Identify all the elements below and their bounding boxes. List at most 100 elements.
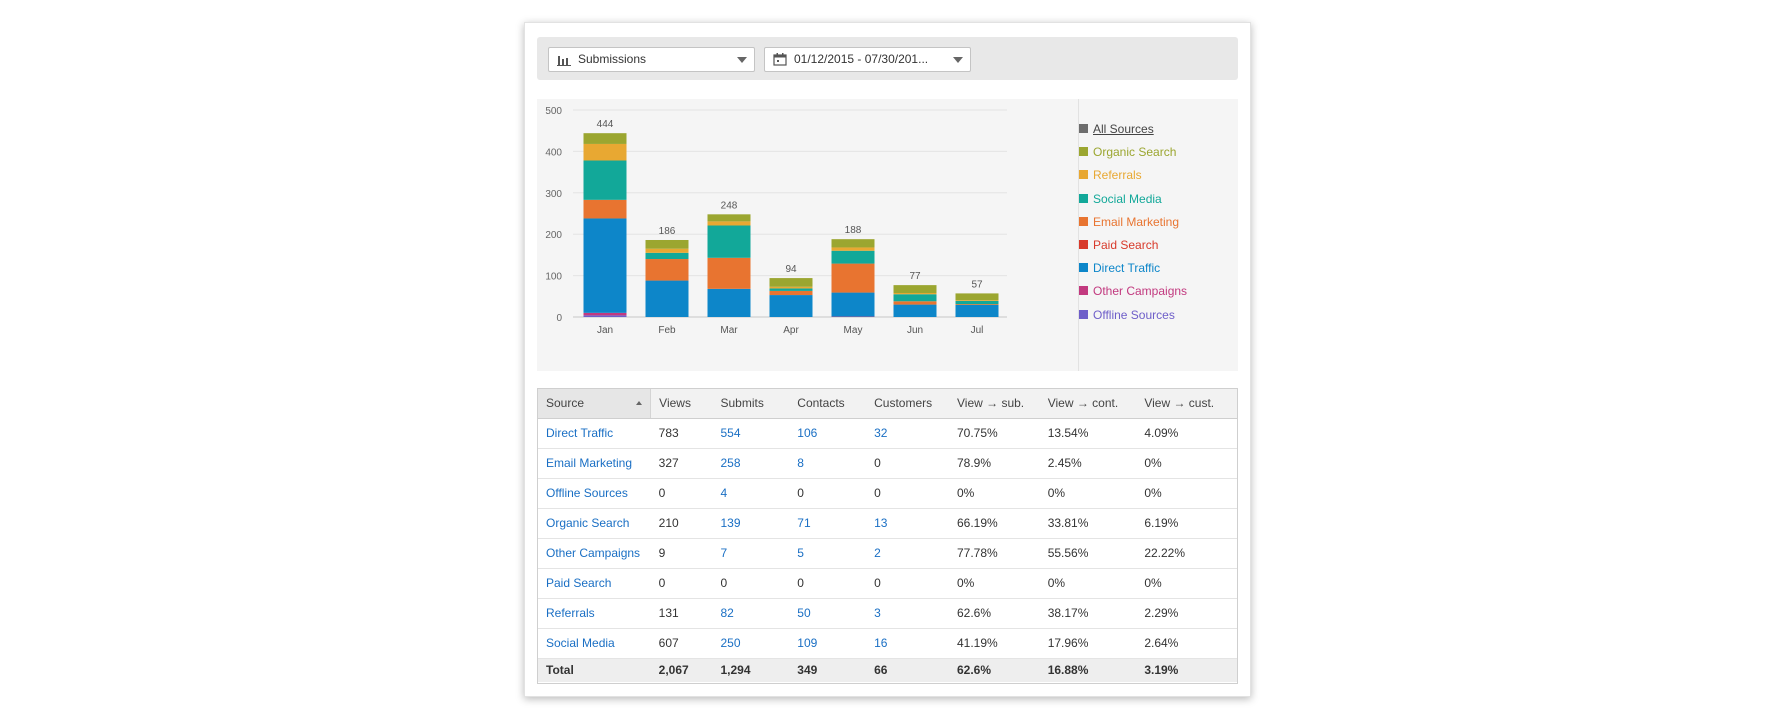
bar-segment[interactable] (955, 304, 999, 317)
bar-segment[interactable] (583, 143, 627, 161)
column-header[interactable]: View → cont. (1039, 389, 1137, 419)
bar-segment[interactable] (955, 300, 999, 301)
total-cell: 1,294 (712, 658, 790, 682)
metric-dropdown[interactable]: Submissions (548, 47, 755, 72)
bar-segment[interactable] (955, 300, 999, 305)
table-total-row: Total 2,067 1,294 349 66 62.6% 16.88% 3.19% (538, 658, 1237, 682)
table-cell[interactable]: 8 (789, 448, 867, 479)
bar-segment[interactable] (707, 225, 751, 258)
bar-segment[interactable] (645, 239, 689, 249)
table-cell[interactable]: 139 (712, 508, 790, 539)
table-cell[interactable]: 2 (866, 538, 949, 569)
bar-segment[interactable] (583, 312, 627, 316)
legend-label: Direct Traffic (1093, 261, 1161, 276)
bar-segment[interactable] (645, 252, 689, 260)
table-cell[interactable]: 106 (789, 418, 867, 449)
bar-segment[interactable] (831, 239, 875, 248)
bar-segment[interactable] (583, 315, 627, 317)
bar-segment[interactable] (769, 295, 813, 317)
table-cell[interactable]: 7 (712, 538, 790, 569)
table-row: Email Marketing 327 258 8 0 78.9% 2.45% 0% (538, 448, 1237, 479)
x-tick-label: Jun (907, 325, 923, 336)
bar-segment[interactable] (955, 304, 999, 305)
table-cell[interactable]: 258 (712, 448, 790, 479)
source-link[interactable]: Other Campaigns (538, 538, 651, 569)
column-header[interactable]: View → sub. (949, 389, 1040, 419)
total-cell: 16.88% (1039, 658, 1137, 682)
bar-segment[interactable] (583, 199, 627, 219)
bar-segment[interactable] (645, 259, 689, 281)
bar-segment[interactable] (893, 294, 937, 302)
bar-segment[interactable] (707, 288, 751, 317)
source-link[interactable]: Paid Search (538, 568, 651, 599)
bar-segment[interactable] (707, 214, 751, 222)
bar-segment[interactable] (769, 290, 813, 296)
legend-item[interactable]: Social Media (1079, 192, 1238, 215)
bar-segment[interactable] (893, 304, 937, 317)
table-cell[interactable]: 82 (712, 598, 790, 629)
bar-segment[interactable] (893, 292, 937, 295)
bar-segment[interactable] (769, 278, 813, 287)
table-cell[interactable]: 4 (712, 478, 790, 509)
source-link[interactable]: Referrals (538, 598, 651, 629)
column-header[interactable]: Contacts (789, 389, 867, 419)
stacked-bar-chart: 0 100 200 300 400 500 444 Jan 186 Feb 248 Mar 94 Apr 1… (545, 106, 1007, 336)
bar-segment[interactable] (583, 133, 627, 144)
y-tick-label: 200 (545, 230, 562, 241)
bar-segment[interactable] (707, 221, 751, 226)
bar-segment[interactable] (707, 257, 751, 289)
legend-item[interactable]: Organic Search (1079, 145, 1238, 168)
legend-item[interactable]: Direct Traffic (1079, 261, 1238, 284)
table-cell: 0% (1136, 448, 1237, 479)
legend-swatch (1079, 216, 1088, 226)
legend-item[interactable]: Paid Search (1079, 238, 1238, 261)
legend-item[interactable]: Email Marketing (1079, 215, 1238, 238)
legend-item[interactable]: Other Campaigns (1079, 284, 1238, 307)
bar-segment[interactable] (769, 288, 813, 291)
legend-swatch (1079, 239, 1088, 249)
legend-item[interactable]: Offline Sources (1079, 308, 1238, 331)
source-link[interactable]: Social Media (538, 628, 651, 659)
date-range-dropdown[interactable]: 01/12/2015 - 07/30/201... (764, 47, 971, 72)
table-cell: 0% (1039, 568, 1137, 599)
column-header[interactable]: Views (650, 389, 713, 419)
table-cell: 0 (866, 448, 949, 479)
bar-segment[interactable] (583, 160, 627, 200)
legend-item[interactable]: Referrals (1079, 168, 1238, 191)
table-cell[interactable]: 32 (866, 418, 949, 449)
source-link[interactable]: Organic Search (538, 508, 651, 539)
table-cell[interactable]: 250 (712, 628, 790, 659)
table-cell[interactable]: 3 (866, 598, 949, 629)
column-header[interactable]: Source (538, 389, 652, 419)
bar-segment[interactable] (831, 263, 875, 293)
column-header[interactable]: Submits (712, 389, 790, 419)
source-link[interactable]: Email Marketing (538, 448, 651, 479)
date-range-label: 01/12/2015 - 07/30/201... (794, 52, 929, 66)
bar-segment[interactable] (769, 286, 813, 289)
table-cell[interactable]: 16 (866, 628, 949, 659)
table-cell[interactable]: 71 (789, 508, 867, 539)
bar-segment[interactable] (831, 250, 875, 264)
table-row: Referrals 131 82 50 3 62.6% 38.17% 2.29% (538, 598, 1237, 629)
table-cell[interactable]: 109 (789, 628, 867, 659)
source-link[interactable]: Direct Traffic (538, 418, 651, 449)
table-cell[interactable]: 554 (712, 418, 790, 449)
table-cell: 4.09% (1136, 418, 1237, 449)
bar-segment[interactable] (831, 247, 875, 251)
chevron-down-icon (737, 57, 747, 63)
column-header[interactable]: View → cust. (1136, 389, 1237, 419)
legend-item[interactable]: All Sources (1079, 122, 1238, 145)
bar-segment[interactable] (645, 280, 689, 317)
source-link[interactable]: Offline Sources (538, 478, 651, 509)
column-header[interactable]: Customers (866, 389, 949, 419)
bar-segment[interactable] (583, 218, 627, 313)
table-cell[interactable]: 50 (789, 598, 867, 629)
bar-segment[interactable] (893, 301, 937, 305)
bar-segment[interactable] (645, 248, 689, 253)
legend-swatch (1079, 147, 1088, 157)
table-cell[interactable]: 5 (789, 538, 867, 569)
table-cell[interactable]: 13 (866, 508, 949, 539)
bar-segment[interactable] (893, 285, 937, 293)
bar-segment[interactable] (955, 293, 999, 301)
bar-segment[interactable] (831, 292, 875, 317)
